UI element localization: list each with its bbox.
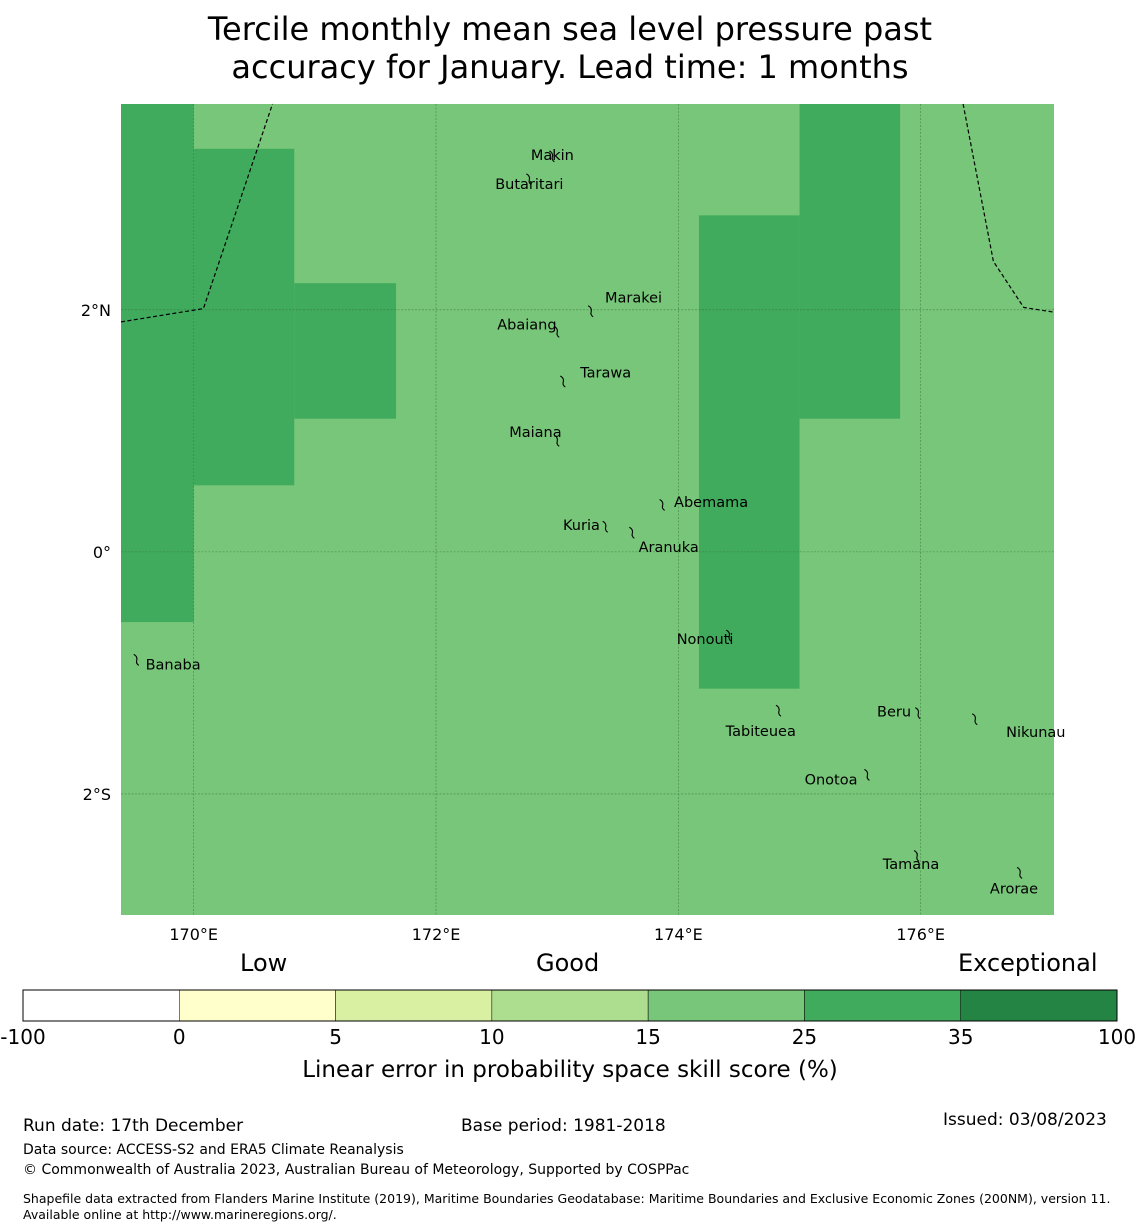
run-date: Run date: 17th December [23,1116,244,1136]
colorbar-bin [647,989,805,1022]
island-label: Tamana [882,857,939,873]
colorbar-tick-label: 25 [792,1025,817,1049]
island-label: Kuria [563,518,600,534]
island-label: Abaiang [497,317,556,333]
island-outline [915,707,921,720]
colorbar-category-good: Good [536,949,600,977]
colorbar-tick-label: 0 [173,1025,186,1049]
colorbar-outline [22,989,1118,1022]
eez-boundary-line [962,103,1055,313]
island-label: Beru [877,705,911,721]
island-label: Maiana [509,425,561,441]
base-period: Base period: 1981-2018 [461,1116,666,1136]
skill-cell [799,104,901,419]
latitude-tick-label: 2°S [83,785,111,804]
island-label: Tarawa [579,366,631,382]
map-area: 170°E 172°E 174°E 176°E 2°N 0° 2°S Makin Butarit… [81,103,1065,944]
shapefile-credit: Shapefile data extracted from Flanders M… [23,1191,1111,1222]
longitude-tick-label: 174°E [654,925,703,944]
colorbar-tick-label: 5 [329,1025,342,1049]
title-line-1: Tercile monthly mean sea level pressure … [207,10,933,48]
colorbar-bin [960,989,1118,1022]
island-label: Tabiteuea [725,724,796,740]
colorbar-tick-label: 15 [635,1025,660,1049]
island-label: Makin [531,148,574,164]
copyright: © Commonwealth of Australia 2023, Austra… [23,1162,690,1178]
latitude-tick-label: 2°N [81,301,111,320]
island-outline [602,520,608,533]
island-label: Nikunau [1006,725,1065,741]
colorbar-bin [335,989,493,1022]
island-outline [526,173,532,186]
island-label: Aranuka [639,540,699,556]
island-label: Marakei [605,291,662,307]
skill-cell [121,104,194,623]
colorbar-bin [491,989,649,1022]
title-line-2: accuracy for January. Lead time: 1 month… [231,48,909,86]
island-label: Nonouti [677,632,734,648]
skill-cell [193,148,295,486]
island-outline [1016,866,1023,879]
island-outline [775,704,782,717]
colorbar-category-low: Low [240,949,288,977]
data-source: Data source: ACCESS-S2 and ERA5 Climate … [23,1142,404,1158]
issued-date: Issued: 03/08/2023 [943,1110,1107,1130]
longitude-tick-label: 176°E [896,925,945,944]
skill-cell [698,215,800,689]
colorbar-category-exceptional: Exceptional [958,949,1098,977]
longitude-tick-label: 172°E [412,925,461,944]
eez-boundary-line [120,103,274,323]
island-label: Onotoa [805,772,858,788]
colorbar-tick-label: -100 [0,1025,45,1049]
colorbar-bin [179,989,336,1022]
island-label: Banaba [146,657,201,673]
longitude-tick-label: 170°E [169,925,218,944]
colorbar-tick-label: 10 [479,1025,504,1049]
chart-title: Tercile monthly mean sea level pressure … [0,10,1140,86]
island-outline [659,498,665,511]
island-outline [133,653,140,666]
colorbar-tick-label: 35 [948,1025,973,1049]
island-outline [726,629,732,642]
colorbar-label: Linear error in probability space skill … [302,1057,838,1083]
colorbar: -100 0 5 10 15 25 35 100 Linear error in probabi… [0,989,1136,1083]
colorbar-bin [804,989,961,1022]
colorbar-tick-label: 100 [1098,1025,1136,1049]
island-outline [553,434,560,447]
colorbar-bin [22,989,180,1022]
island-label: Abemama [674,495,748,511]
island-outline [549,150,555,163]
island-outline [971,713,978,726]
island-label: Butaritari [495,177,563,193]
skill-cell [294,283,397,419]
latitude-tick-label: 0° [93,543,111,562]
island-outline [629,526,635,539]
island-label: Arorae [990,881,1038,897]
island-outline [559,375,566,388]
island-outline [553,325,560,338]
island-outline [864,768,870,781]
island-outline [587,305,594,318]
island-outline [913,849,920,862]
